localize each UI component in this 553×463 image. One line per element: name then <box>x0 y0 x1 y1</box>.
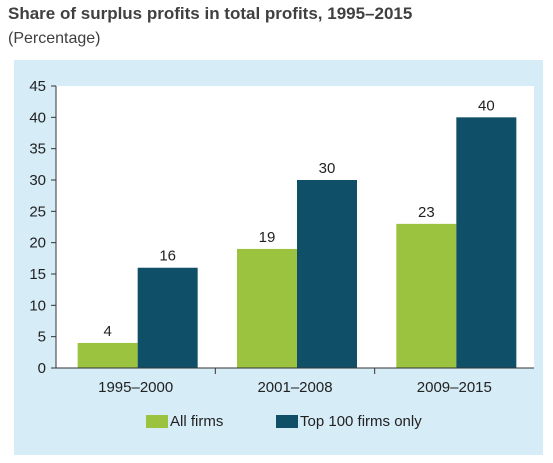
chart-title: Share of surplus profits in total profit… <box>8 4 413 23</box>
data-label: 16 <box>159 248 176 265</box>
y-tick-label: 45 <box>29 78 46 95</box>
x-tick-label: 2001–2008 <box>257 379 332 396</box>
x-tick-label: 1995–2000 <box>98 379 173 396</box>
bar-all-firms-2 <box>396 223 457 368</box>
legend-swatch-top-100 <box>276 415 298 428</box>
data-label: 4 <box>103 323 111 340</box>
y-tick-label: 15 <box>29 266 46 283</box>
bar-all-firms-1 <box>237 248 297 368</box>
y-tick-label: 5 <box>38 329 46 346</box>
y-tick-label: 20 <box>29 235 46 252</box>
legend-swatch-all-firms <box>146 415 168 428</box>
legend-label-all-firms: All firms <box>170 413 223 430</box>
y-tick-label: 35 <box>29 141 46 158</box>
x-tick-label: 2009–2015 <box>417 379 492 396</box>
bar-top-100-2 <box>456 117 517 368</box>
y-tick-label: 0 <box>38 360 46 377</box>
chart-subtitle: (Percentage) <box>8 30 101 47</box>
legend-label-top-100: Top 100 firms only <box>300 413 422 430</box>
y-tick-label: 30 <box>29 172 46 189</box>
data-label: 19 <box>259 229 276 246</box>
bar-top-100-0 <box>137 267 198 368</box>
bar-top-100-1 <box>297 180 357 368</box>
data-label: 23 <box>418 204 435 221</box>
y-tick-label: 40 <box>29 109 46 126</box>
data-label: 30 <box>319 160 336 177</box>
bar-all-firms-0 <box>77 342 138 368</box>
data-label: 40 <box>478 97 495 114</box>
y-tick-label: 25 <box>29 203 46 220</box>
y-tick-label: 10 <box>29 297 46 314</box>
